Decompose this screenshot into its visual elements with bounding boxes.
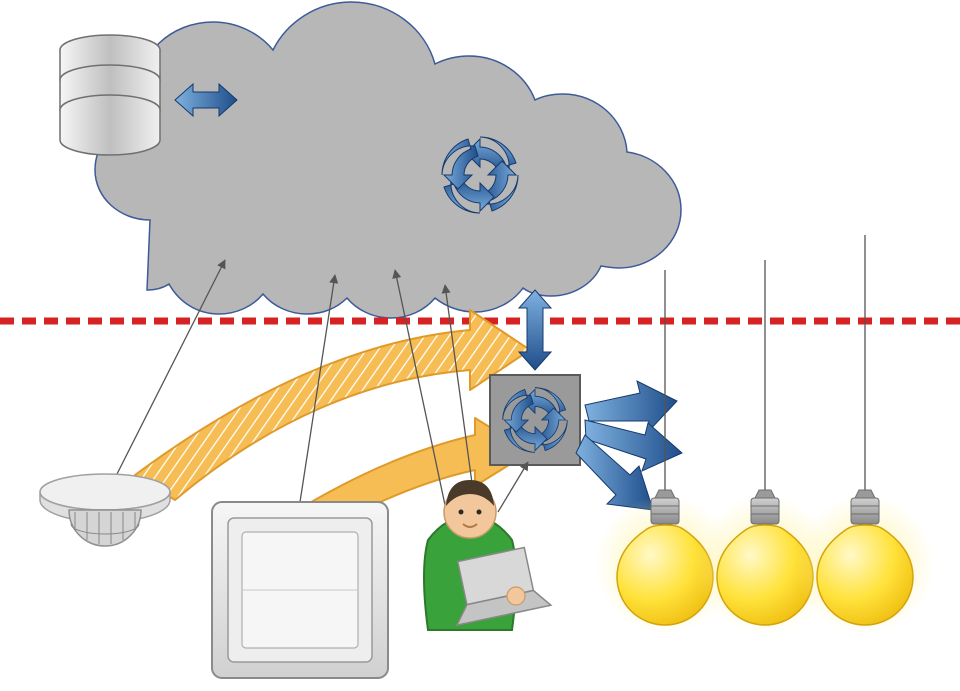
wall-switch-icon (212, 502, 388, 678)
bulb-group (595, 490, 935, 635)
gateway-icon (490, 375, 580, 465)
cloud-bulb-lines (665, 235, 865, 500)
lightbulb-icon (795, 490, 935, 635)
cloud-icon (95, 2, 681, 318)
iot-architecture-diagram (0, 0, 960, 691)
cloud-gateway-arrow (519, 290, 551, 370)
user-laptop-icon (424, 480, 551, 630)
motion-sensor-icon (40, 474, 170, 546)
database-icon (60, 35, 160, 155)
